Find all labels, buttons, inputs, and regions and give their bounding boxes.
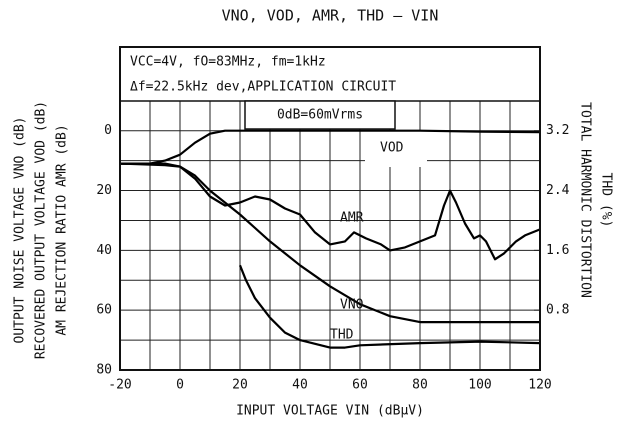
label-box bbox=[365, 131, 427, 167]
series-line bbox=[120, 162, 540, 324]
x-tick-label: 60 bbox=[352, 378, 368, 393]
y2-tick-label: 0.8 bbox=[546, 303, 569, 318]
y-tick-label: 0 bbox=[104, 123, 112, 138]
x-axis-label: INPUT VOLTAGE VIN (dBμV) bbox=[236, 404, 424, 419]
x-tick-label: 0 bbox=[176, 378, 184, 393]
x-tick-label: 40 bbox=[292, 378, 308, 393]
y-tick-label: 60 bbox=[96, 303, 112, 318]
annotation-box bbox=[244, 100, 396, 130]
y-tick-label: 80 bbox=[96, 363, 112, 378]
chart-title: VNO, VOD, AMR, THD — VIN bbox=[222, 7, 439, 25]
annotation: Δf=22.5kHz dev,APPLICATION CIRCUIT bbox=[130, 80, 396, 95]
y2-tick-label: 1.6 bbox=[546, 243, 569, 258]
y-axis-label: AM REJECTION RATIO AMR (dB) bbox=[55, 124, 70, 335]
y-tick-label: 20 bbox=[96, 183, 112, 198]
series-line bbox=[238, 264, 541, 349]
plot-frame bbox=[119, 46, 541, 371]
y2-axis-label: THD (%) bbox=[599, 173, 614, 228]
series-line bbox=[120, 129, 541, 165]
x-tick-label: 100 bbox=[468, 378, 491, 393]
x-tick-label: -20 bbox=[108, 378, 131, 393]
y-axis-label: RECOVERED OUTPUT VOLTAGE VOD (dB) bbox=[34, 101, 49, 359]
x-tick-label: 20 bbox=[232, 378, 248, 393]
x-tick-label: 80 bbox=[412, 378, 428, 393]
y-tick-label: 40 bbox=[96, 243, 112, 258]
annotation-box bbox=[119, 46, 541, 102]
series-label: VOD bbox=[380, 141, 404, 156]
series-line bbox=[119, 162, 541, 261]
y2-axis-label: TOTAL HARMONIC DISTORTION bbox=[578, 102, 593, 298]
y-axis-label: OUTPUT NOISE VOLTAGE VNO (dB) bbox=[13, 117, 28, 344]
annotation: VCC=4V, fO=83MHz, fm=1kHz bbox=[130, 55, 326, 70]
series-label: THD bbox=[330, 328, 354, 343]
x-tick-label: 120 bbox=[528, 378, 551, 393]
y2-tick-label: 2.4 bbox=[546, 183, 570, 198]
series-label: AMR bbox=[340, 211, 364, 226]
y2-tick-label: 3.2 bbox=[546, 123, 569, 138]
series-label: VNO bbox=[340, 298, 364, 313]
annotation: 0dB=60mVrms bbox=[277, 108, 363, 123]
